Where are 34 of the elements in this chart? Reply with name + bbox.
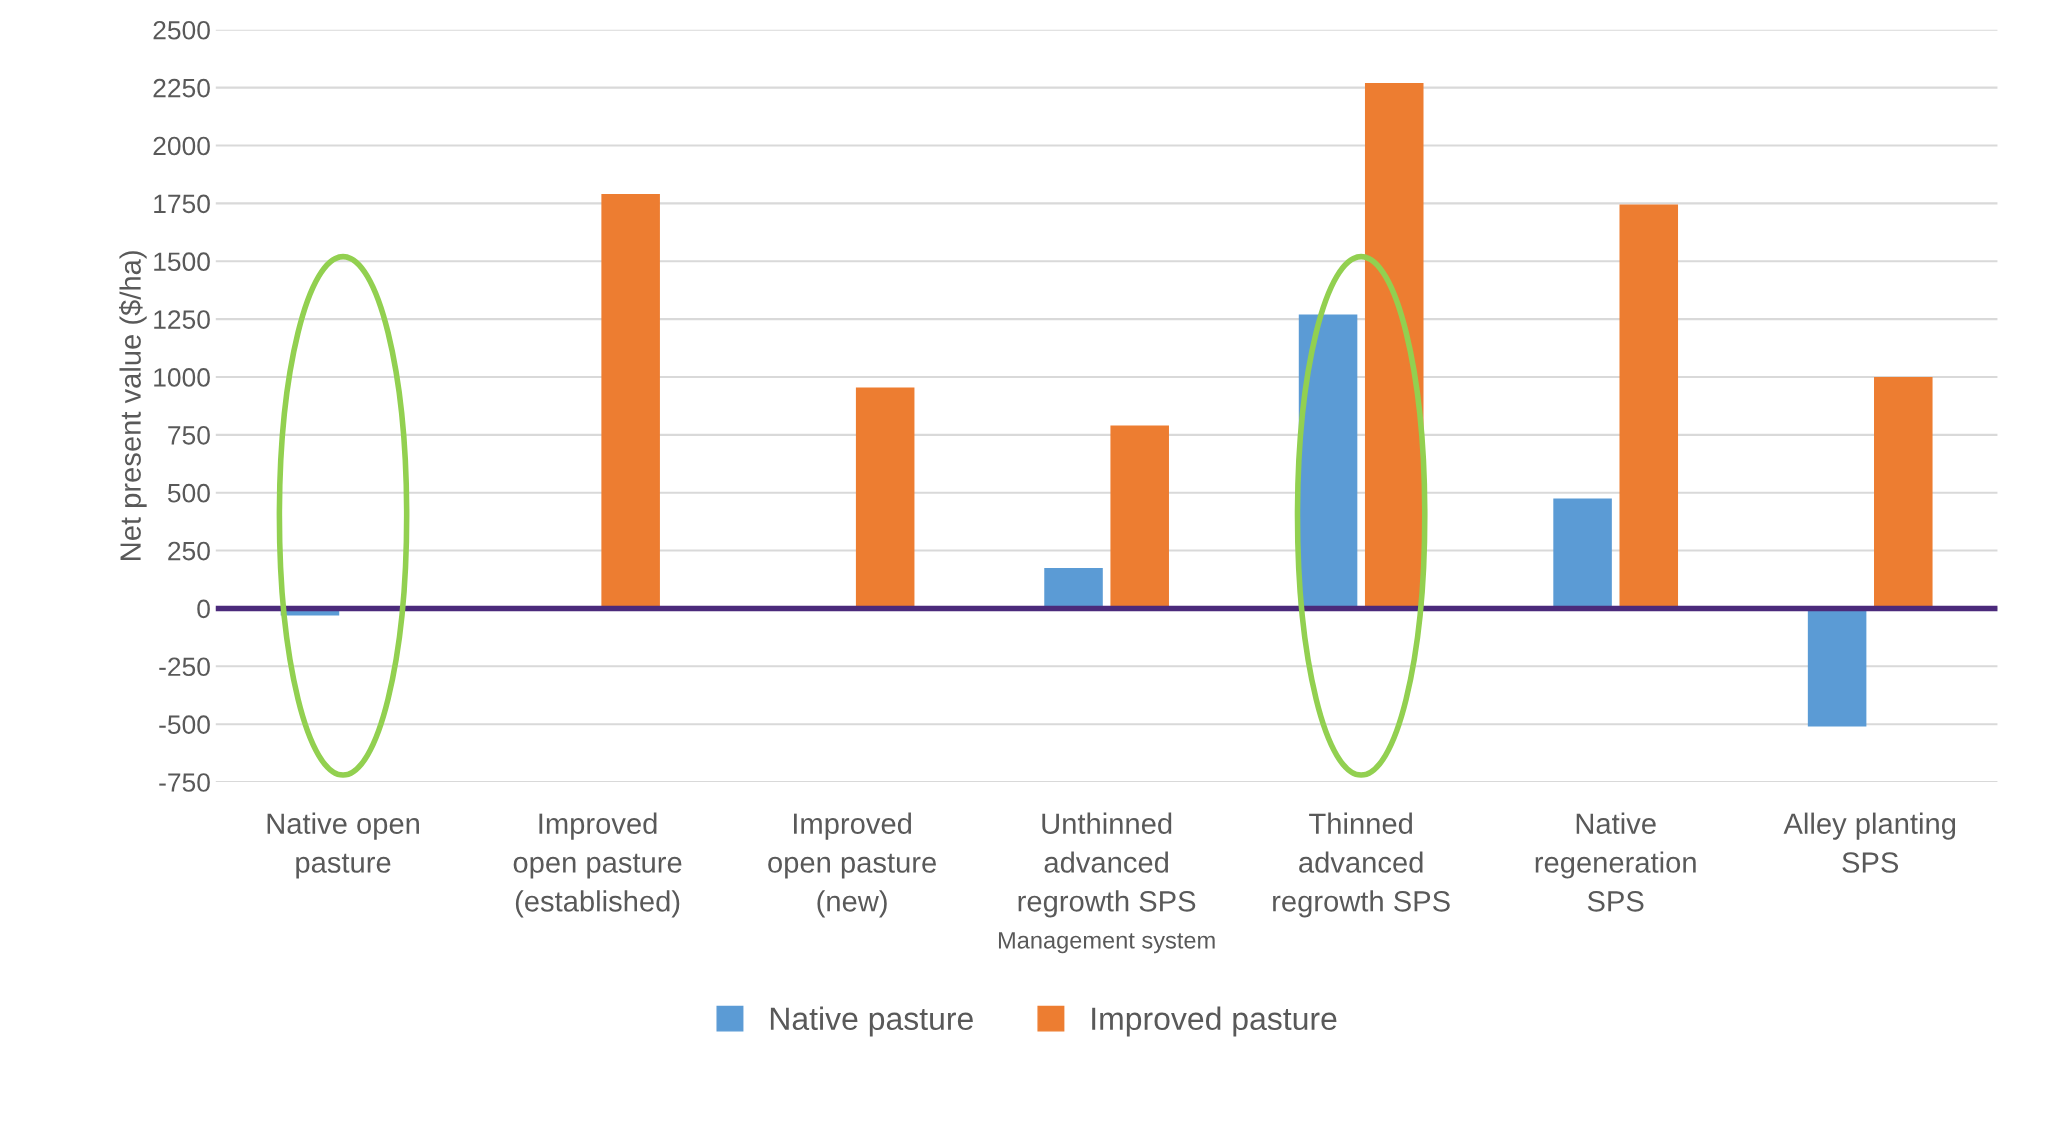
bar [1298, 314, 1358, 609]
y-tick-label: 750 [168, 425, 210, 445]
bar [1110, 425, 1169, 609]
y-tick-label: 500 [167, 483, 210, 503]
y-tick-label: 1750 [154, 194, 210, 214]
bar [1553, 498, 1612, 609]
y-tick-label: 2000 [153, 136, 210, 156]
y-tick-label: 250 [168, 541, 210, 561]
y-axis-title: Net present value ($/ha) [119, 251, 147, 560]
x-tick-label: Improved open pasture (established) [513, 812, 682, 918]
y-tick-label: -750 [159, 773, 210, 792]
bar [1807, 608, 1867, 727]
y-tick-label: 2500 [153, 20, 210, 40]
x-tick-label: Thinned advanced regrowth SPS [1273, 812, 1450, 918]
x-tick-label: Native regeneration SPS [1535, 812, 1696, 912]
y-tick-label: 2250 [153, 78, 210, 98]
y-tick-label: 1000 [154, 368, 210, 387]
x-tick-label: Unthinned advanced regrowth SPS [1018, 812, 1196, 918]
legend-label: Native pasture [770, 1006, 973, 1037]
x-axis-title: Management system [998, 932, 1215, 954]
y-tick-label: 0 [197, 599, 210, 619]
legend-label: Improved pasture [1092, 1006, 1337, 1037]
x-tick-label: Improved open pasture (new) [768, 812, 936, 918]
bar [1044, 567, 1103, 609]
y-tick-label: -250 [159, 657, 210, 677]
y-tick-label: 1500 [154, 252, 210, 272]
y-tick-label: 1250 [154, 310, 210, 329]
y-tick-label: -500 [159, 715, 210, 734]
bar [1619, 204, 1679, 609]
bar [601, 194, 660, 609]
bar [855, 387, 915, 609]
bar [1874, 376, 1933, 609]
x-tick-label: Alley planting SPS [1783, 812, 1956, 873]
x-tick-label: Native open pasture [267, 812, 419, 879]
